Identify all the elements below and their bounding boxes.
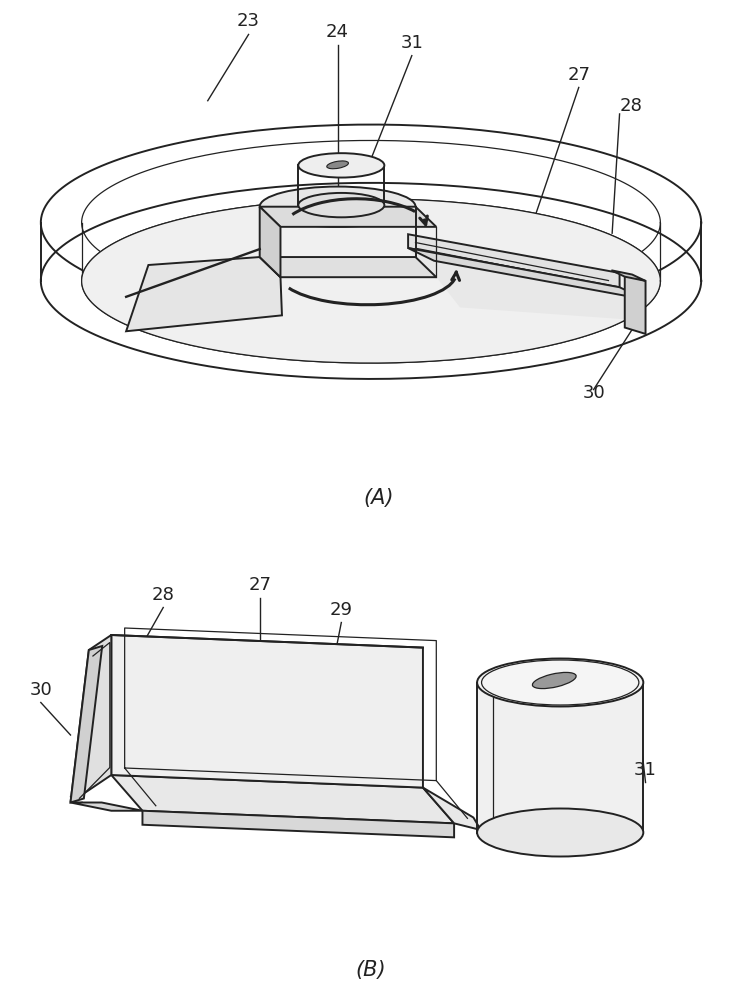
Polygon shape [260,257,436,277]
Text: 31: 31 [401,34,423,52]
Text: 28: 28 [620,97,643,115]
Polygon shape [611,270,646,281]
Polygon shape [408,248,646,299]
Ellipse shape [82,199,660,363]
Text: 28: 28 [152,586,174,604]
Ellipse shape [326,161,349,169]
Polygon shape [70,646,102,802]
Polygon shape [70,635,111,802]
Text: 24: 24 [326,23,349,41]
Polygon shape [408,248,646,321]
Text: 31: 31 [634,761,657,779]
Polygon shape [260,207,436,227]
Polygon shape [111,635,423,788]
Polygon shape [625,275,646,334]
Polygon shape [126,257,282,331]
Ellipse shape [533,672,576,689]
Text: (B): (B) [355,960,387,980]
Polygon shape [260,207,280,277]
Text: 23: 23 [237,12,260,30]
Ellipse shape [298,153,384,178]
Polygon shape [408,234,620,287]
Polygon shape [477,682,643,832]
Polygon shape [70,802,142,811]
Ellipse shape [298,193,384,217]
Polygon shape [423,788,481,830]
Text: 29: 29 [330,601,352,619]
Text: 30: 30 [30,681,52,699]
Polygon shape [111,775,454,823]
Polygon shape [142,811,454,837]
Ellipse shape [477,808,643,856]
Text: 27: 27 [249,576,271,594]
Ellipse shape [260,187,416,227]
Text: 30: 30 [582,383,605,401]
Text: 27: 27 [568,66,590,84]
Text: (A): (A) [363,488,394,508]
Ellipse shape [477,658,643,706]
